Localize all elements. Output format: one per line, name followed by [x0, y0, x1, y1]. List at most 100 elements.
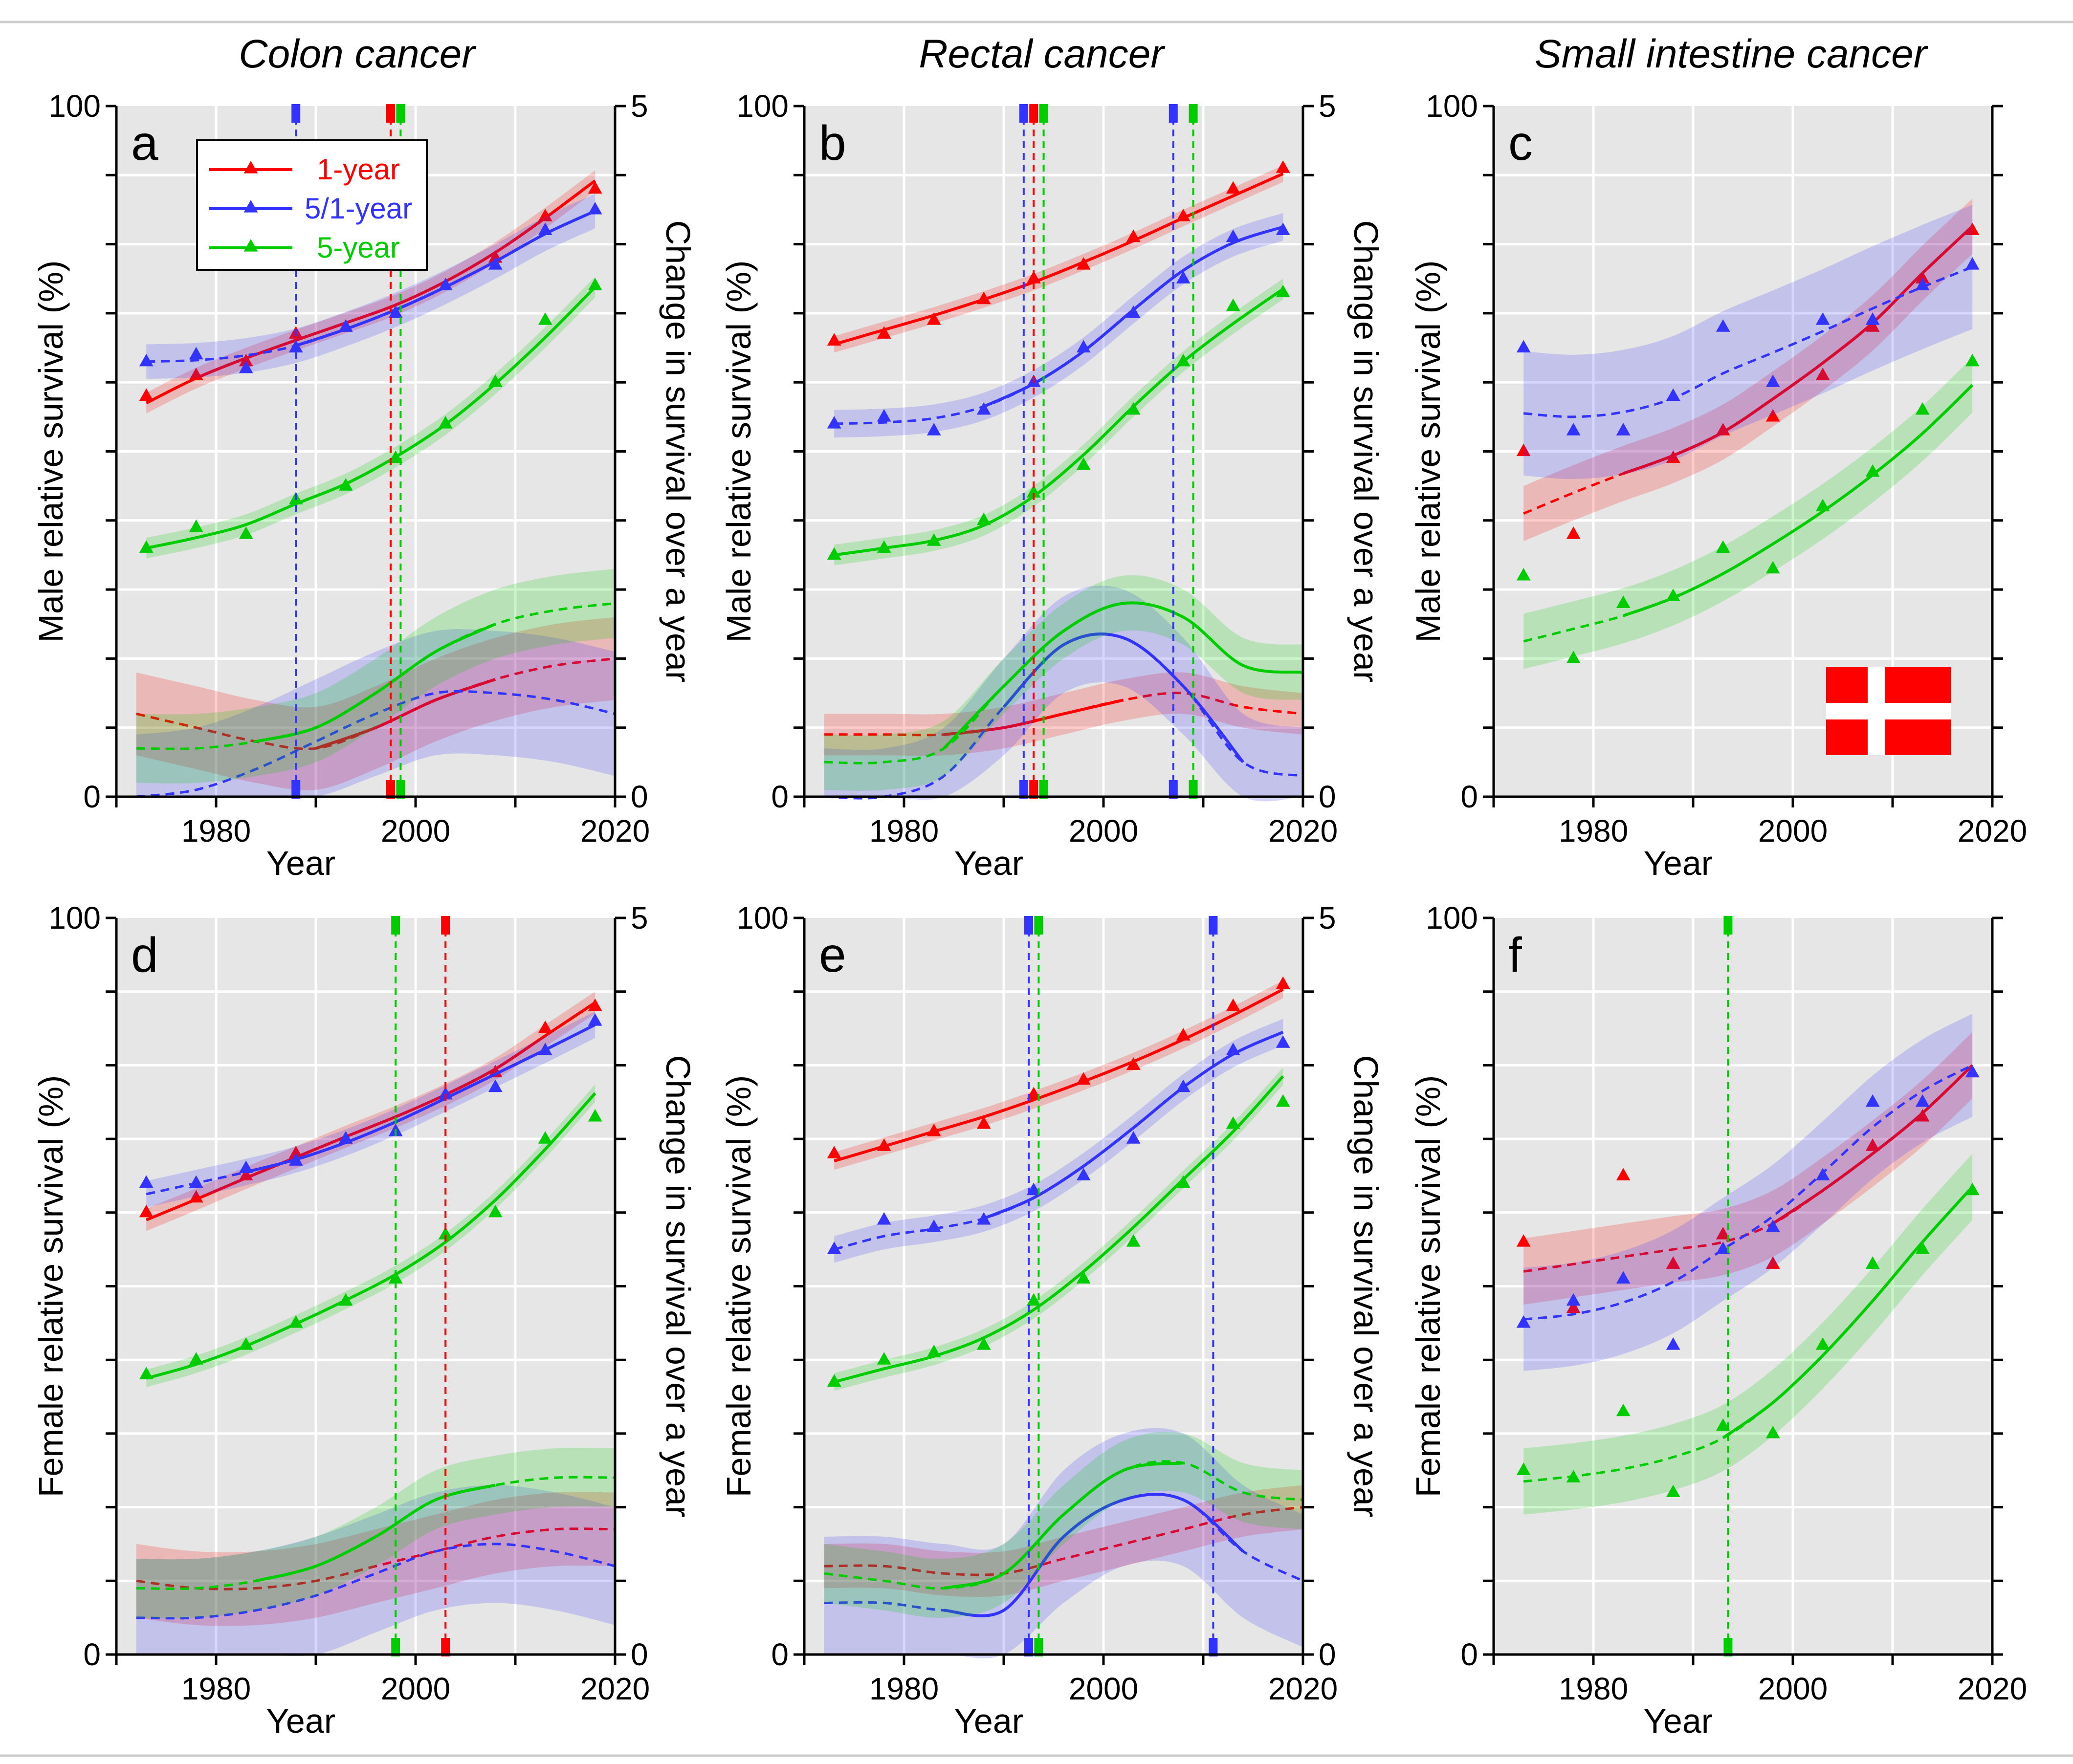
change-line-solid-one_year: [315, 677, 496, 750]
panel-d: 0 100 0 5 1980 2000 2020 Year Female relative su…: [32, 900, 697, 1740]
y2-axis-title: Change in survival over a year: [1347, 220, 1385, 682]
y-tick-label: 100: [1426, 900, 1478, 936]
data-point-five_one_year: [1815, 312, 1830, 325]
change-band-five_year: [824, 1432, 1303, 1618]
data-point-one_year: [1716, 1227, 1730, 1240]
data-point-five_one_year: [488, 1079, 503, 1092]
data-point-five_year: [1666, 588, 1680, 601]
data-point-one_year: [538, 209, 552, 221]
x-tick-label: 1980: [181, 813, 251, 849]
panel-b: 0 100 0 5 1980 2000 2020 Year Male relative surv…: [720, 88, 1385, 882]
x-axis-title: Year: [266, 1702, 335, 1740]
survival-band-five_year: [1523, 357, 1973, 669]
y2-tick-label: 5: [631, 88, 648, 124]
changepoint-marker-top: [1189, 104, 1198, 123]
change-line-one_year: [136, 1527, 616, 1590]
data-point-five_one_year: [1076, 340, 1091, 353]
y-axis-title: Male relative survival (%): [720, 261, 758, 643]
data-point-five_one_year: [1965, 257, 1980, 270]
data-point-five_year: [388, 1271, 403, 1284]
x-tick-label: 1980: [869, 1671, 939, 1706]
survival-fit-dashed-five_one_year: [834, 1031, 1284, 1251]
survival-band-five_year: [1523, 1154, 1973, 1515]
data-point-five_one_year: [1226, 229, 1240, 242]
data-point-one_year: [1126, 229, 1141, 242]
panel-letter: a: [131, 116, 158, 171]
data-point-five_year: [388, 450, 403, 463]
data-point-five_one_year: [488, 257, 503, 270]
data-point-five_one_year: [1716, 319, 1730, 332]
data-point-one_year: [1126, 1057, 1141, 1070]
data-point-five_one_year: [1276, 222, 1290, 235]
data-point-five_one_year: [1276, 1035, 1290, 1048]
data-point-five_year: [488, 1204, 503, 1218]
changepoint-marker-bottom: [291, 780, 301, 799]
data-point-five_one_year: [1566, 423, 1581, 436]
data-point-one_year: [1915, 1109, 1930, 1122]
x-tick-label: 2020: [1268, 1671, 1338, 1706]
data-point-five_one_year: [1126, 1131, 1141, 1144]
changepoint-marker-top: [1209, 916, 1218, 935]
change-band-five_year: [136, 1447, 615, 1618]
changepoint-marker-top: [1169, 104, 1178, 123]
changepoint-marker-top: [1019, 104, 1028, 123]
change-band-five_one_year: [824, 1428, 1303, 1658]
x-tick-label: 2000: [381, 813, 450, 849]
data-point-five_year: [1026, 1293, 1041, 1306]
data-point-one_year: [1076, 257, 1091, 270]
survival-band-one_year: [834, 165, 1283, 353]
y-tick-label: 100: [48, 88, 101, 124]
data-point-five_one_year: [338, 1131, 353, 1144]
survival-fit-five_year: [1722, 1186, 1974, 1439]
changepoint-marker-bottom: [1019, 780, 1028, 799]
y-axis-title: Male relative survival (%): [32, 261, 70, 643]
legend-label-five_year: 5-year: [317, 231, 400, 264]
data-point-five_one_year: [1815, 1168, 1830, 1181]
data-point-five_year: [1516, 567, 1531, 581]
data-point-one_year: [926, 312, 941, 325]
panel-letter: b: [819, 116, 846, 171]
survival-band-five_one_year: [834, 213, 1283, 438]
data-point-one_year: [1865, 1138, 1880, 1151]
data-point-one_year: [239, 1168, 253, 1181]
change-line-solid-five_year: [943, 1461, 1184, 1590]
data-point-five_year: [1276, 284, 1290, 298]
data-point-one_year: [588, 998, 602, 1011]
data-point-five_year: [926, 1345, 941, 1357]
data-point-five_year: [139, 1367, 154, 1379]
data-point-five_year: [189, 1352, 203, 1365]
change-band-five_year: [136, 568, 615, 784]
data-point-five_one_year: [239, 1160, 253, 1173]
change-line-one_year: [824, 1506, 1303, 1576]
data-point-five_year: [588, 1109, 602, 1122]
y2-axis-title: Change in survival over a year: [659, 1055, 697, 1517]
y-tick-label: 100: [1426, 88, 1478, 124]
data-point-one_year: [1616, 1168, 1631, 1181]
change-line-solid-five_one_year: [944, 1493, 1244, 1617]
data-point-five_one_year: [827, 1241, 841, 1254]
data-point-one_year: [538, 1021, 552, 1033]
y-tick-label: 100: [48, 900, 101, 936]
survival-fit-one_year: [834, 172, 1284, 346]
data-point-five_year: [1716, 540, 1730, 553]
data-point-one_year: [1026, 271, 1041, 283]
y2-tick-label: 0: [631, 779, 648, 814]
x-tick-label: 2020: [580, 813, 650, 849]
panel-e: 0 100 0 5 1980 2000 2020 Year Female relative su…: [720, 900, 1385, 1740]
data-point-five_one_year: [1566, 1293, 1581, 1306]
legend-marker-five_one_year: [243, 200, 258, 213]
panel-a: 0 100 0 5 1980 2000 2020 Year Male relative surv…: [32, 88, 697, 882]
survival-fit-dashed-five_one_year: [1523, 265, 1973, 418]
y2-axis-title: Change in survival over a year: [659, 220, 697, 682]
data-point-five_year: [1865, 1256, 1880, 1269]
changepoint-marker-bottom: [1209, 1638, 1218, 1656]
y-axis-title: Female relative survival (%): [720, 1075, 758, 1498]
data-point-one_year: [976, 291, 991, 305]
change-line-five_one_year: [136, 690, 616, 798]
y-tick-label: 0: [771, 1637, 789, 1672]
x-tick-label: 1980: [181, 1671, 251, 1706]
data-point-five_one_year: [1026, 1182, 1041, 1196]
changepoint-marker-bottom: [396, 780, 405, 799]
data-point-one_year: [1765, 1256, 1780, 1269]
data-point-five_year: [1765, 561, 1780, 574]
